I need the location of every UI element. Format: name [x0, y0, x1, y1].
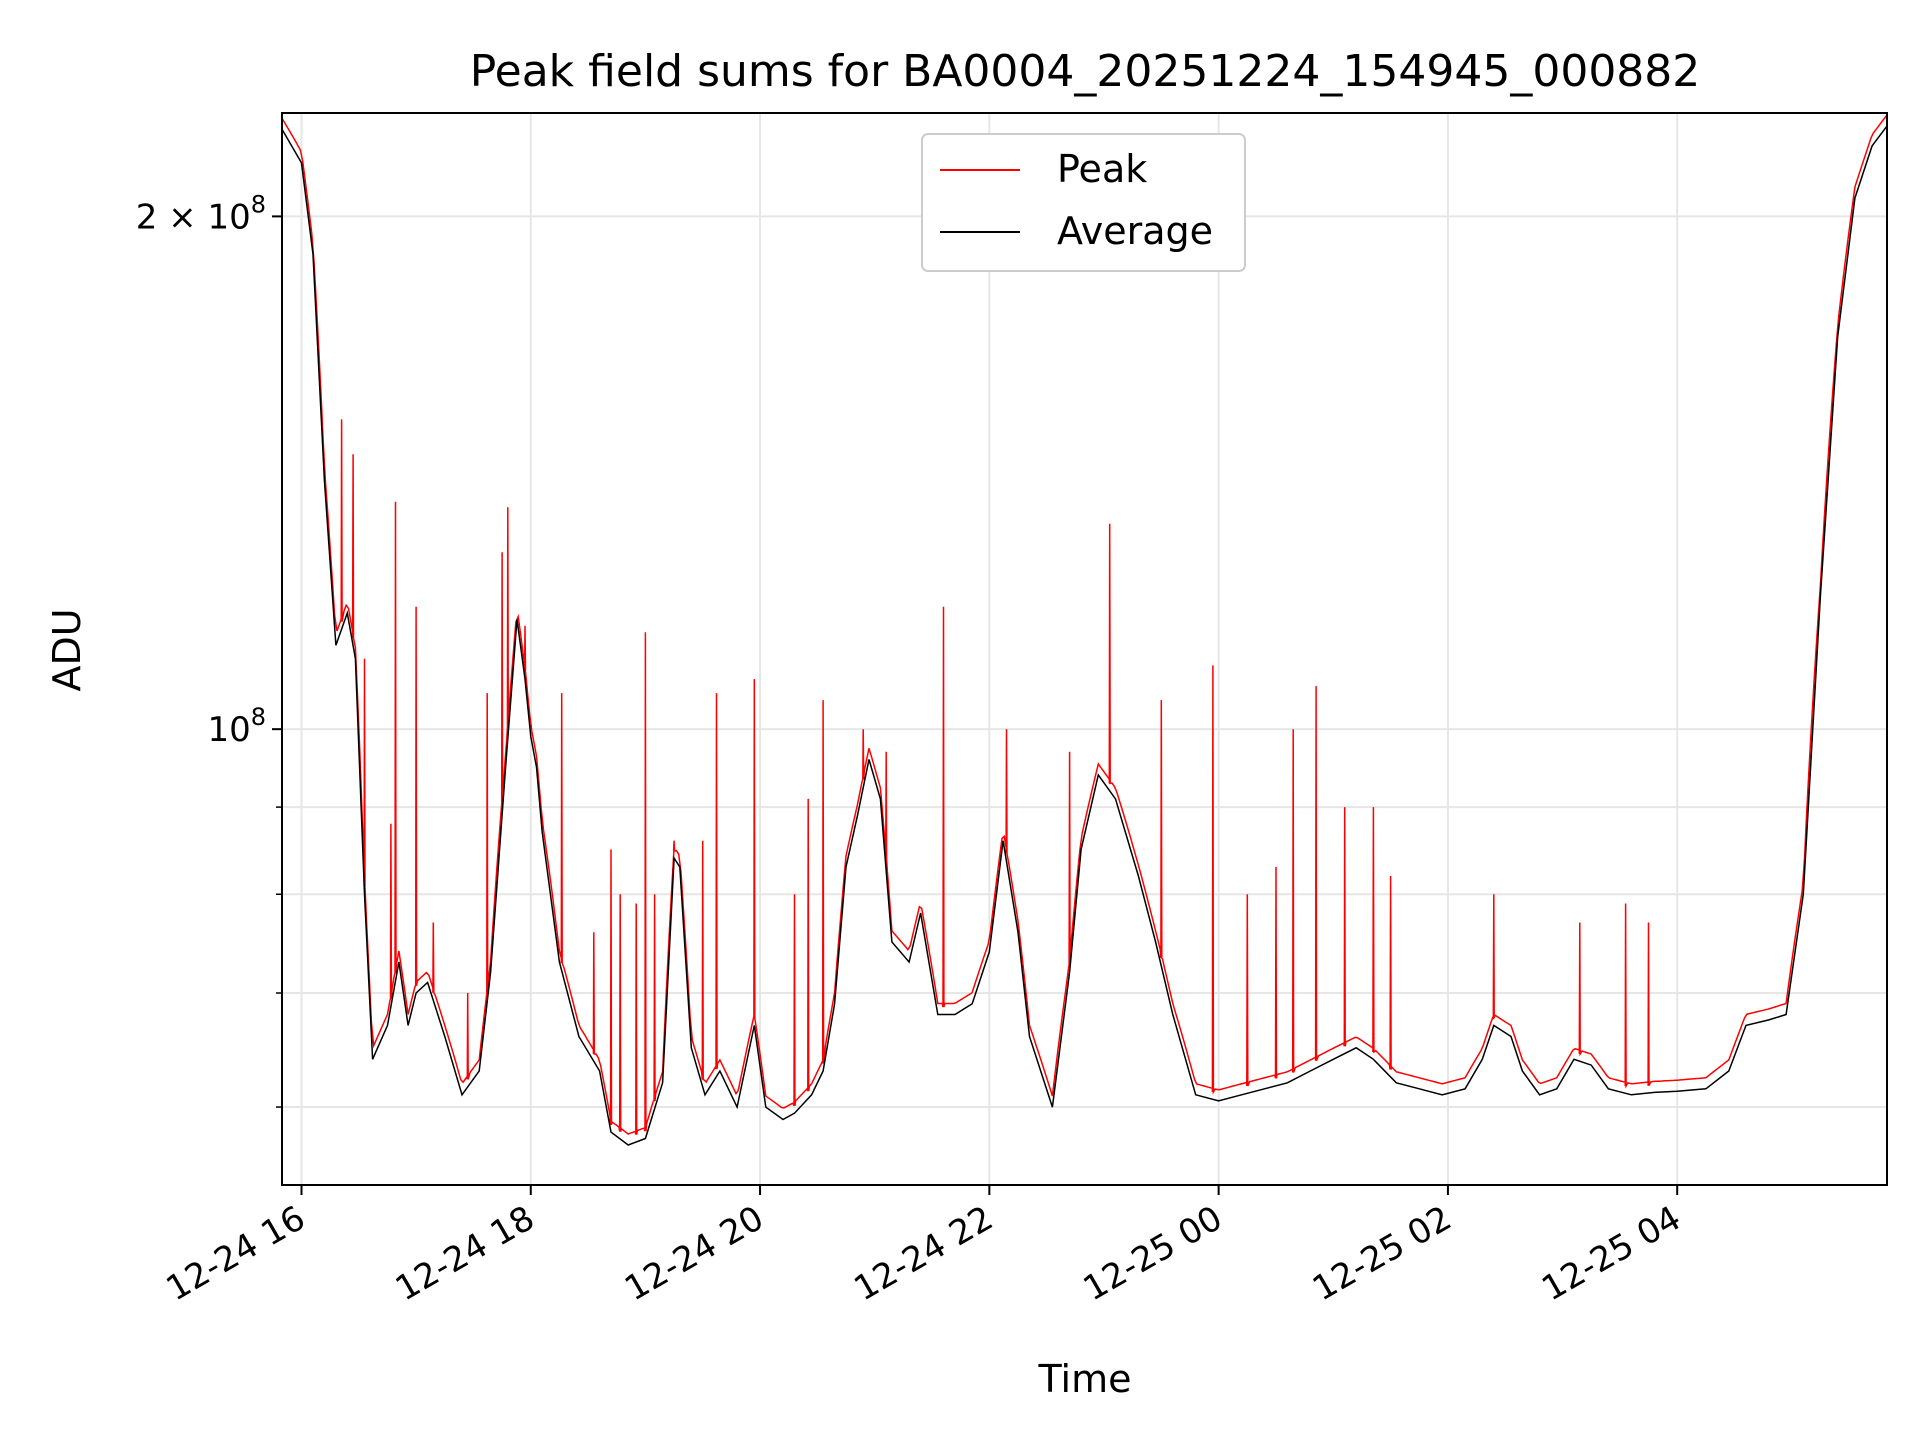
y-axis-label: ADU — [45, 608, 89, 691]
plot-frame — [281, 112, 1888, 1186]
series-peak — [281, 114, 1888, 1135]
series-average — [281, 125, 1888, 1146]
x-axis-label: Time — [1038, 1357, 1132, 1401]
legend-peak-label: Peak — [1057, 147, 1147, 191]
legend: Peak Average — [921, 133, 1246, 272]
y-tick-label: 2 × 108 — [136, 190, 266, 237]
y-tick-label: 108 — [207, 703, 266, 750]
y-axis: 108 2 × 108 — [136, 190, 282, 1108]
peak-line — [281, 114, 1888, 1135]
chart-title: Peak field sums for BA0004_20251224_1549… — [470, 46, 1701, 97]
grid — [282, 113, 1887, 1185]
average-line — [281, 125, 1888, 1146]
legend-average-label: Average — [1057, 209, 1213, 253]
